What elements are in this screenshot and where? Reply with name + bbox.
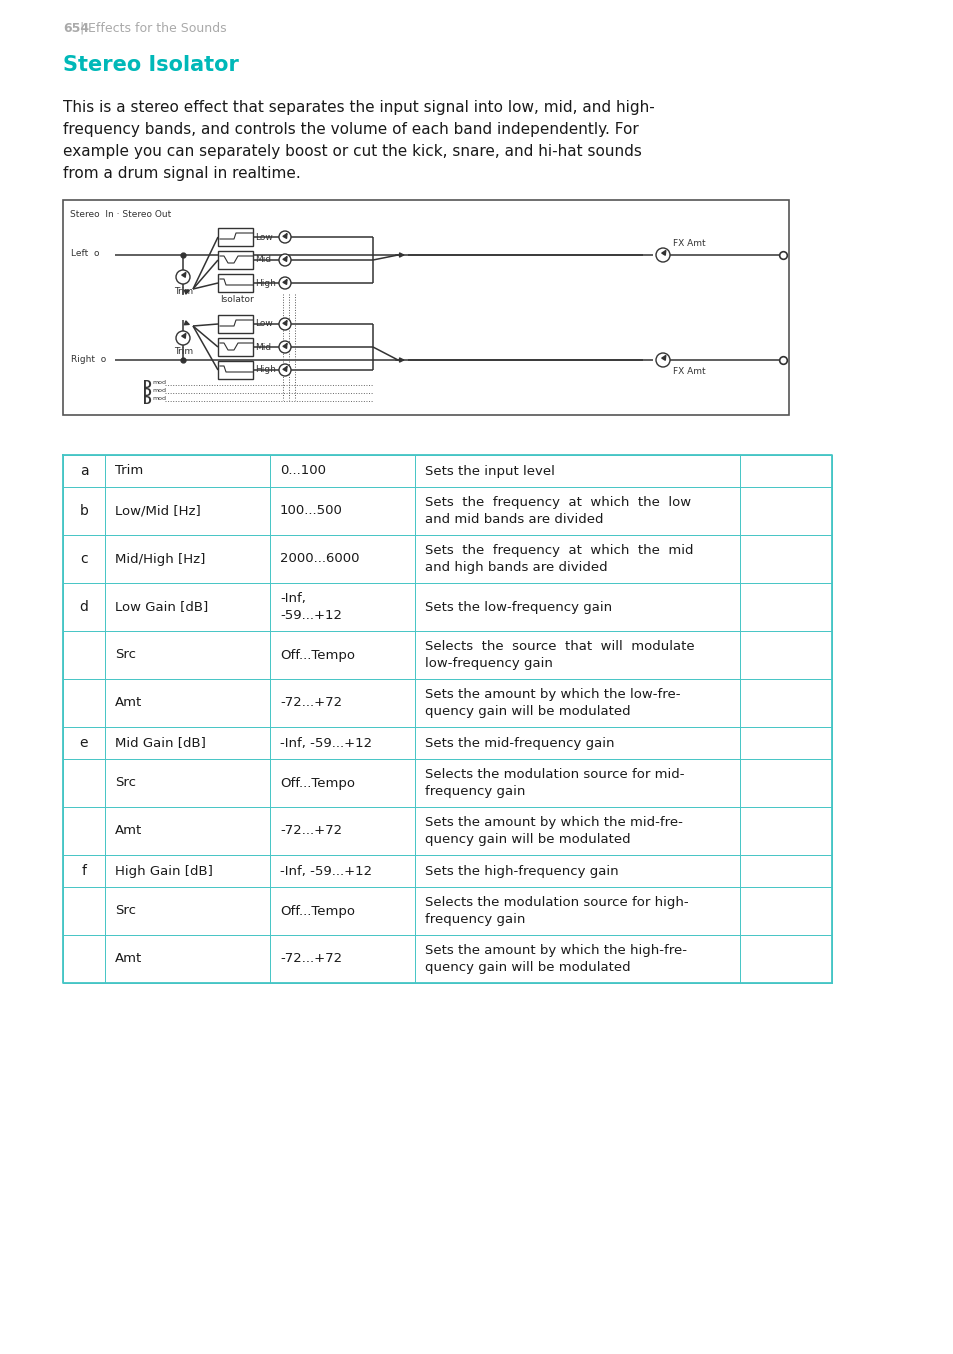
Text: -72...+72: -72...+72 (280, 952, 342, 965)
Text: Mid/High [Hz]: Mid/High [Hz] (115, 552, 205, 566)
Text: Low: Low (254, 320, 273, 329)
Circle shape (656, 353, 669, 367)
Text: Effects for the Sounds: Effects for the Sounds (88, 22, 227, 35)
Text: mod: mod (152, 397, 166, 402)
Text: c: c (80, 552, 88, 566)
Circle shape (278, 232, 291, 242)
Text: Src: Src (115, 776, 136, 789)
Text: Mid: Mid (254, 256, 271, 264)
Text: -72...+72: -72...+72 (280, 696, 342, 709)
Text: d: d (79, 600, 89, 613)
Text: Selects the modulation source for mid-
frequency gain: Selects the modulation source for mid- f… (424, 768, 684, 798)
Text: Selects the modulation source for high-
frequency gain: Selects the modulation source for high- … (424, 896, 688, 926)
Text: Low/Mid [Hz]: Low/Mid [Hz] (115, 505, 200, 517)
Text: Trim: Trim (173, 348, 193, 356)
Text: Amt: Amt (115, 696, 142, 709)
Circle shape (278, 364, 291, 376)
Text: b: b (79, 504, 89, 519)
Text: Trim: Trim (115, 464, 143, 478)
Circle shape (278, 318, 291, 330)
Text: Sets the mid-frequency gain: Sets the mid-frequency gain (424, 737, 614, 750)
Text: D: D (143, 389, 152, 398)
Text: -72...+72: -72...+72 (280, 825, 342, 838)
Text: -Inf, -59...+12: -Inf, -59...+12 (280, 737, 372, 750)
Text: High: High (254, 279, 275, 287)
Text: Off...Tempo: Off...Tempo (280, 776, 355, 789)
Circle shape (175, 269, 190, 284)
Text: Sets the amount by which the high-fre-
quency gain will be modulated: Sets the amount by which the high-fre- q… (424, 944, 686, 974)
Text: Left  o: Left o (71, 249, 99, 259)
Text: Src: Src (115, 649, 136, 662)
Text: a: a (80, 464, 89, 478)
Text: frequency bands, and controls the volume of each band independently. For: frequency bands, and controls the volume… (63, 122, 639, 137)
Text: D: D (143, 395, 152, 406)
Circle shape (175, 330, 190, 345)
Text: Sets  the  frequency  at  which  the  mid
and high bands are divided: Sets the frequency at which the mid and … (424, 544, 693, 574)
Text: Sets the amount by which the low-fre-
quency gain will be modulated: Sets the amount by which the low-fre- qu… (424, 688, 679, 718)
Text: Stereo Isolator: Stereo Isolator (63, 56, 238, 74)
Text: Stereo  In · Stereo Out: Stereo In · Stereo Out (70, 210, 172, 219)
Text: from a drum signal in realtime.: from a drum signal in realtime. (63, 167, 300, 181)
Bar (218, 315, 253, 333)
Bar (218, 362, 253, 379)
Text: Sets the amount by which the mid-fre-
quency gain will be modulated: Sets the amount by which the mid-fre- qu… (424, 816, 682, 846)
Text: Low: Low (254, 233, 273, 241)
Text: 654: 654 (63, 22, 89, 35)
Bar (218, 338, 253, 356)
Text: Sets the input level: Sets the input level (424, 464, 555, 478)
Text: High Gain [dB]: High Gain [dB] (115, 864, 213, 877)
Text: Off...Tempo: Off...Tempo (280, 904, 355, 918)
Text: FX Amt: FX Amt (672, 238, 705, 248)
Text: e: e (80, 737, 89, 750)
Circle shape (278, 255, 291, 265)
Text: Src: Src (115, 904, 136, 918)
Text: This is a stereo effect that separates the input signal into low, mid, and high-: This is a stereo effect that separates t… (63, 100, 654, 115)
Text: f: f (81, 864, 87, 877)
Text: Sets  the  frequency  at  which  the  low
and mid bands are divided: Sets the frequency at which the low and … (424, 496, 690, 525)
Text: Mid: Mid (254, 343, 271, 352)
Text: Amt: Amt (115, 952, 142, 965)
Bar (218, 227, 253, 246)
Text: Trim: Trim (173, 287, 193, 295)
Text: Sets the high-frequency gain: Sets the high-frequency gain (424, 864, 618, 877)
Text: 100...500: 100...500 (280, 505, 342, 517)
Text: Off...Tempo: Off...Tempo (280, 649, 355, 662)
Text: Mid Gain [dB]: Mid Gain [dB] (115, 737, 206, 750)
Text: High: High (254, 366, 275, 375)
Text: mod: mod (152, 380, 166, 386)
Bar (218, 250, 253, 269)
Circle shape (656, 248, 669, 263)
Text: Selects  the  source  that  will  modulate
low-frequency gain: Selects the source that will modulate lo… (424, 640, 694, 670)
Text: FX Amt: FX Amt (672, 367, 705, 376)
Text: D: D (143, 380, 152, 390)
Text: Low Gain [dB]: Low Gain [dB] (115, 601, 208, 613)
Text: Amt: Amt (115, 825, 142, 838)
Text: mod: mod (152, 389, 166, 394)
Text: Isolator: Isolator (220, 295, 253, 305)
Text: -Inf, -59...+12: -Inf, -59...+12 (280, 864, 372, 877)
Text: -Inf,
-59...+12: -Inf, -59...+12 (280, 592, 341, 621)
Text: example you can separately boost or cut the kick, snare, and hi-hat sounds: example you can separately boost or cut … (63, 144, 641, 158)
Circle shape (278, 341, 291, 353)
Text: Sets the low-frequency gain: Sets the low-frequency gain (424, 601, 612, 613)
Text: Right  o: Right o (71, 355, 106, 363)
Text: 0...100: 0...100 (280, 464, 326, 478)
Bar (63, 200, 788, 414)
Circle shape (278, 278, 291, 288)
Bar (218, 274, 253, 292)
Text: 2000...6000: 2000...6000 (280, 552, 359, 566)
Text: |: | (79, 22, 83, 35)
